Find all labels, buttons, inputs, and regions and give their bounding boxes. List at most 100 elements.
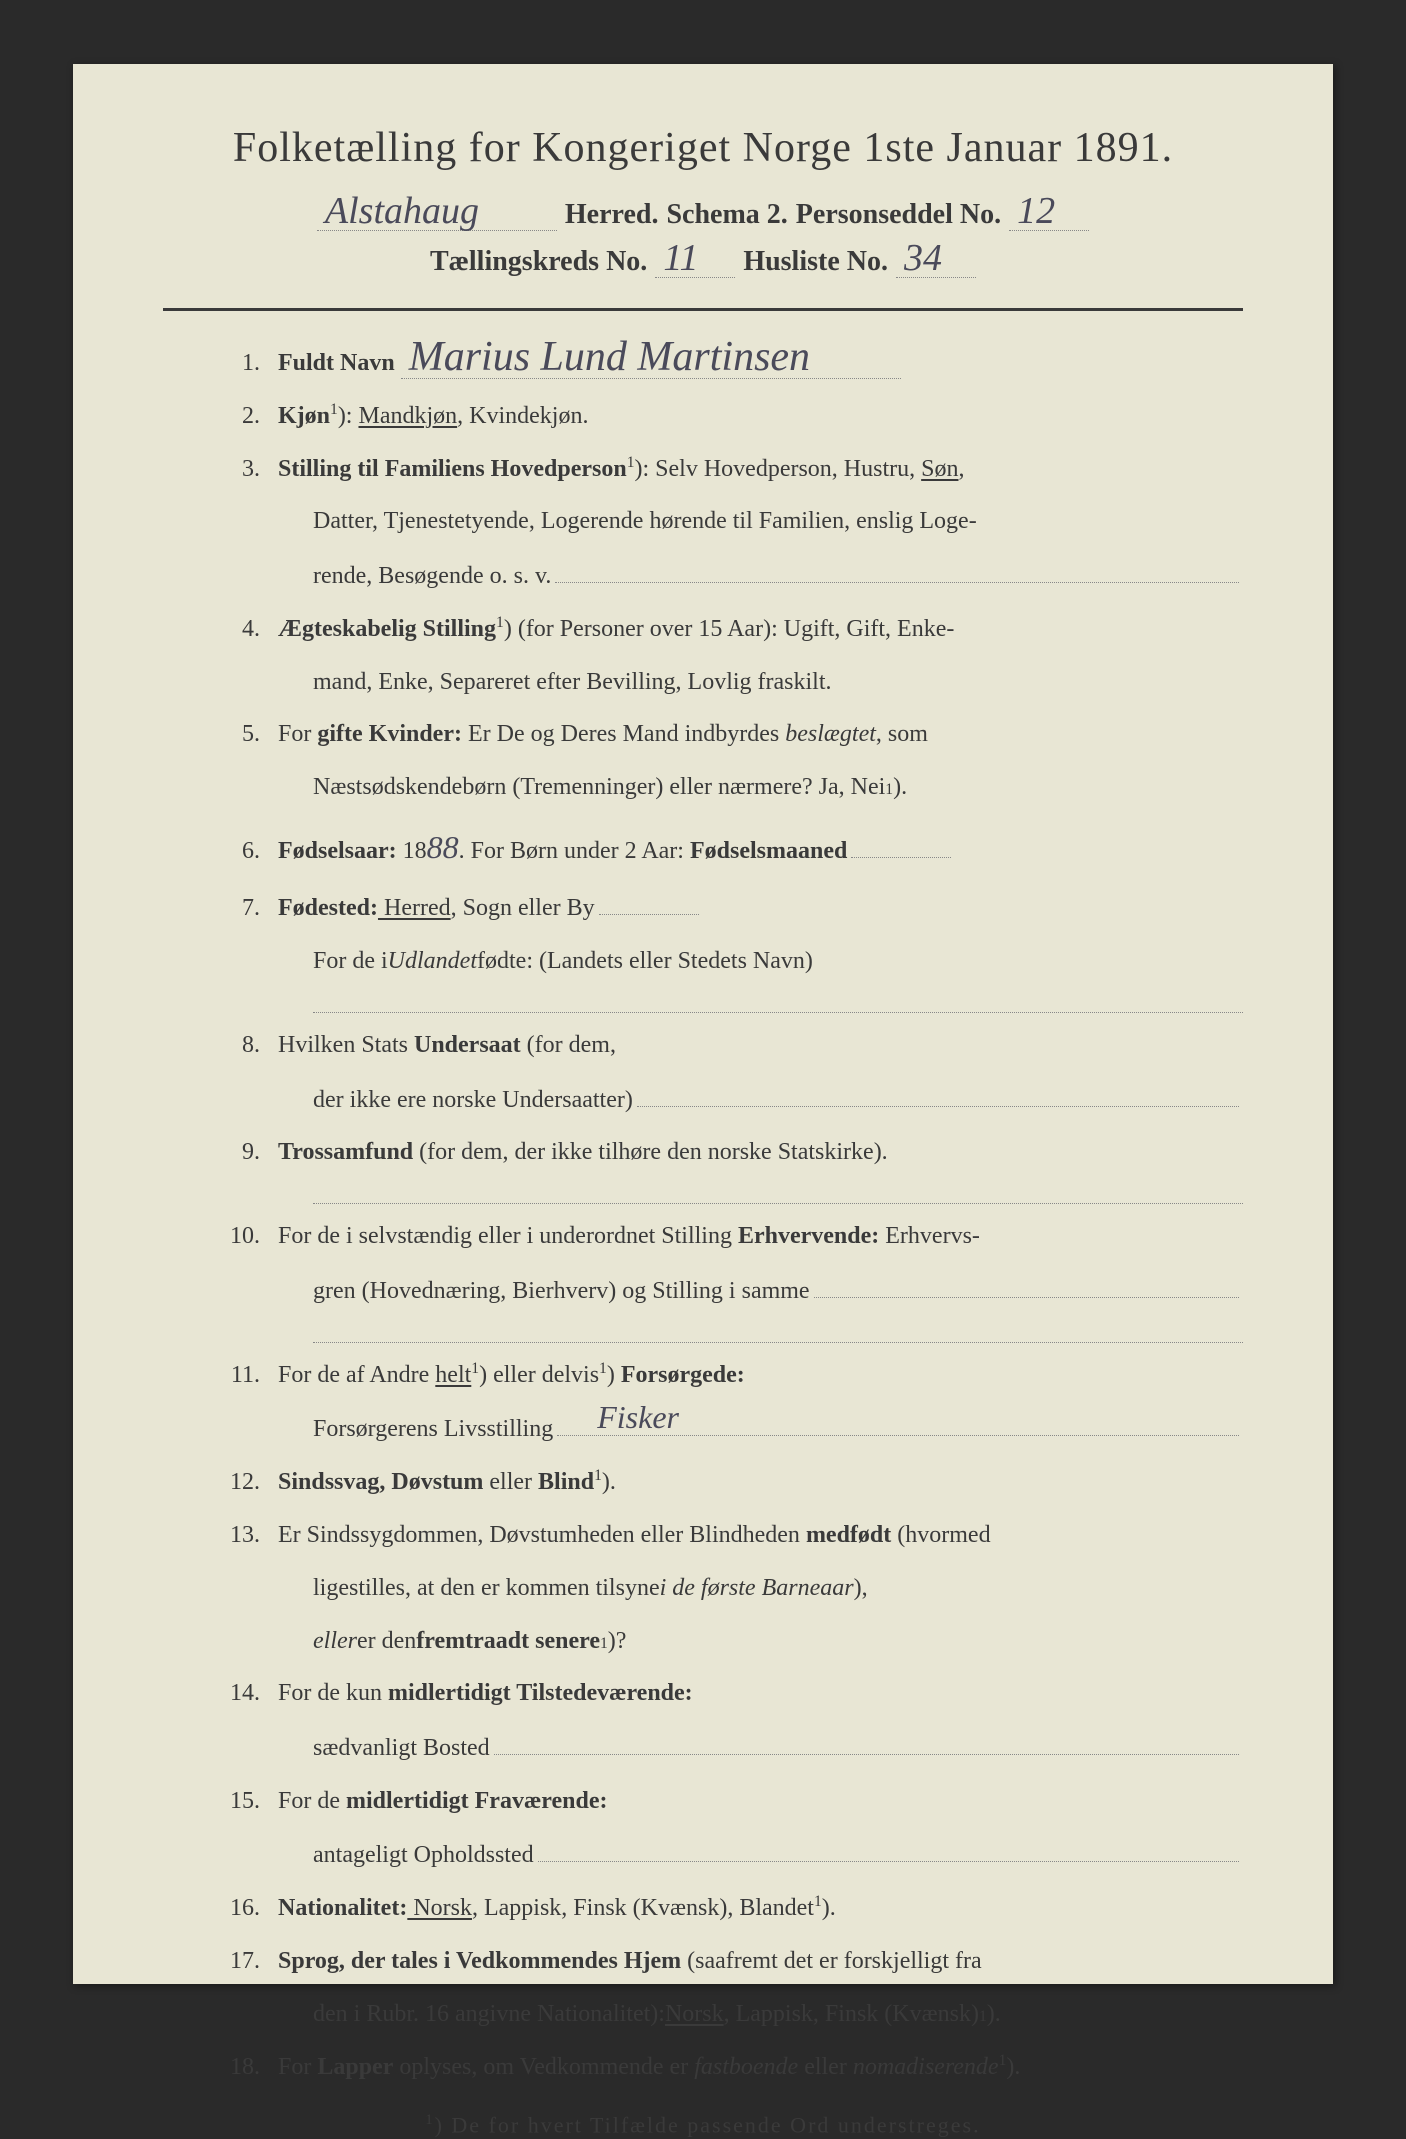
row-num: 14. [223, 1673, 278, 1714]
sup: 1 [999, 2052, 1007, 2069]
header-line-1: Alstahaug Herred. Schema 2. Personseddel… [163, 192, 1243, 231]
label: Undersaat [414, 1032, 521, 1058]
text: ): Selv Hovedperson, Hustru, [635, 456, 922, 482]
text: er den [357, 1621, 416, 1662]
option-underlined: Norsk [665, 1994, 724, 2035]
text: (hvormed [891, 1522, 990, 1548]
row-15: 15. For de midlertidigt Fraværende: [223, 1781, 1243, 1822]
text: Datter, Tjenestetyende, Logerende hørend… [313, 501, 977, 542]
option-underlined: Herred [378, 895, 451, 921]
text: , [959, 456, 965, 482]
italic-text: nomadiserende [853, 2054, 999, 2080]
census-form-paper: Folketælling for Kongeriget Norge 1ste J… [73, 64, 1333, 1984]
text: . For Børn under 2 Aar: [459, 838, 690, 864]
label: Fødselsaar: [278, 838, 397, 864]
row-content: Hvilken Stats Undersaat (for dem, [278, 1025, 1243, 1066]
text: , Lappisk, Finsk (Kvænsk) [724, 1994, 979, 2035]
form-title: Folketælling for Kongeriget Norge 1ste J… [163, 124, 1243, 172]
row-num: 12. [223, 1462, 278, 1503]
row-content: Sindssvag, Døvstum eller Blind1). [278, 1462, 1243, 1503]
italic-text: fastboende [694, 2054, 798, 2080]
text: ligestilles, at den er kommen tilsyne [313, 1568, 660, 1609]
label: Sindssvag, Døvstum [278, 1469, 483, 1495]
row-content: For gifte Kvinder: Er De og Deres Mand i… [278, 714, 1243, 755]
label: gifte Kvinder: [317, 721, 462, 747]
label: Forsørgede: [621, 1362, 745, 1388]
text: den i Rubr. 16 angivne Nationalitet): [313, 1994, 665, 2035]
label: Ægteskabelig Stilling [278, 616, 496, 642]
label: Fuldt Navn [278, 350, 395, 376]
dotted-fill [637, 1078, 1239, 1107]
sep: , [457, 403, 469, 429]
year-prefix: 18 [397, 838, 427, 864]
row-content: For de midlertidigt Fraværende: [278, 1781, 1243, 1822]
sup: 1 [599, 1360, 607, 1377]
row-num: 9. [223, 1132, 278, 1173]
italic-text: eller [313, 1621, 357, 1662]
row-num: 5. [223, 714, 278, 755]
sup: 1 [627, 454, 635, 471]
text: ). [1006, 2054, 1020, 2080]
row-num: 4. [223, 609, 278, 650]
row-num: 2. [223, 396, 278, 437]
row-3-line2: Datter, Tjenestetyende, Logerende hørend… [223, 501, 1243, 542]
sup: 1 [425, 2112, 434, 2128]
header-line-2: Tællingskreds No. 11 Husliste No. 34 [163, 239, 1243, 278]
italic-text: i de første Barneaar [660, 1568, 854, 1609]
text: Forsørgerens Livsstilling [313, 1409, 553, 1450]
italic-text: beslægtet [785, 721, 876, 747]
row-12: 12. Sindssvag, Døvstum eller Blind1). [223, 1462, 1243, 1503]
row-9: 9. Trossamfund (for dem, der ikke tilhør… [223, 1132, 1243, 1173]
dotted-line [313, 994, 1243, 1013]
sup: 1 [600, 1631, 608, 1658]
row-15-line2: antageligt Opholdssted [223, 1834, 1243, 1877]
row-content: Trossamfund (for dem, der ikke tilhøre d… [278, 1132, 1243, 1173]
dotted-line [313, 1185, 1243, 1204]
row-8-line2: der ikke ere norske Undersaatter) [223, 1078, 1243, 1121]
text: ): [338, 403, 359, 429]
row-content: Sprog, der tales i Vedkommendes Hjem (sa… [278, 1941, 1243, 1982]
row-content: Fødselsaar: 1888. For Børn under 2 Aar: … [278, 820, 1243, 874]
text: (for dem, [521, 1032, 616, 1058]
schema-label: Schema 2. [666, 199, 787, 231]
text: ) eller delvis [479, 1362, 599, 1388]
row-content: Stilling til Familiens Hovedperson1): Se… [278, 449, 1243, 490]
footnote-text: ) De for hvert Tilfælde passende Ord und… [435, 2113, 981, 2138]
option-underlined: Søn [921, 456, 958, 482]
text: For [278, 2054, 317, 2080]
row-num: 1. [223, 343, 278, 384]
row-1: 1. Fuldt Navn Marius Lund Martinsen [223, 336, 1243, 384]
sup: 1 [979, 2004, 987, 2031]
row-10: 10. For de i selvstændig eller i underor… [223, 1216, 1243, 1257]
label: Kjøn [278, 403, 330, 429]
row-num: 17. [223, 1941, 278, 1982]
row-13: 13. Er Sindssygdommen, Døvstumheden elle… [223, 1515, 1243, 1556]
option-underlined: helt [435, 1362, 471, 1388]
dotted-fill [494, 1726, 1239, 1755]
label: midlertidigt Tilstedeværende: [388, 1680, 693, 1706]
row-content: Fuldt Navn Marius Lund Martinsen [278, 336, 1243, 384]
row-17-line2: den i Rubr. 16 angivne Nationalitet): No… [223, 1994, 1243, 2035]
text: Er De og Deres Mand indbyrdes [462, 721, 785, 747]
row-num: 8. [223, 1025, 278, 1066]
row-13-line3: eller er den fremtraadt senere1)? [223, 1621, 1243, 1662]
option-underlined: Mandkjøn [358, 403, 457, 429]
label: Lapper [317, 2054, 393, 2080]
row-content: Nationalitet: Norsk, Lappisk, Finsk (Kvæ… [278, 1888, 1243, 1929]
herred-handwritten: Alstahaug [317, 192, 557, 231]
text: Erhvervs- [879, 1223, 980, 1249]
dotted-fill [555, 554, 1239, 583]
row-content: For de i selvstændig eller i underordnet… [278, 1216, 1243, 1257]
row-17: 17. Sprog, der tales i Vedkommendes Hjem… [223, 1941, 1243, 1982]
label: fremtraadt senere [416, 1621, 600, 1662]
row-num: 13. [223, 1515, 278, 1556]
label: Nationalitet: [278, 1895, 407, 1921]
row-5: 5. For gifte Kvinder: Er De og Deres Man… [223, 714, 1243, 755]
row-num: 15. [223, 1781, 278, 1822]
dotted-fill [814, 1269, 1239, 1298]
row-5-line2: Næstsødskendebørn (Tremenninger) eller n… [223, 767, 1243, 808]
dotted-fill [851, 829, 951, 858]
sup: 1 [814, 1893, 822, 1910]
row-14-line2: sædvanligt Bosted [223, 1726, 1243, 1769]
sup: 1 [594, 1467, 602, 1484]
